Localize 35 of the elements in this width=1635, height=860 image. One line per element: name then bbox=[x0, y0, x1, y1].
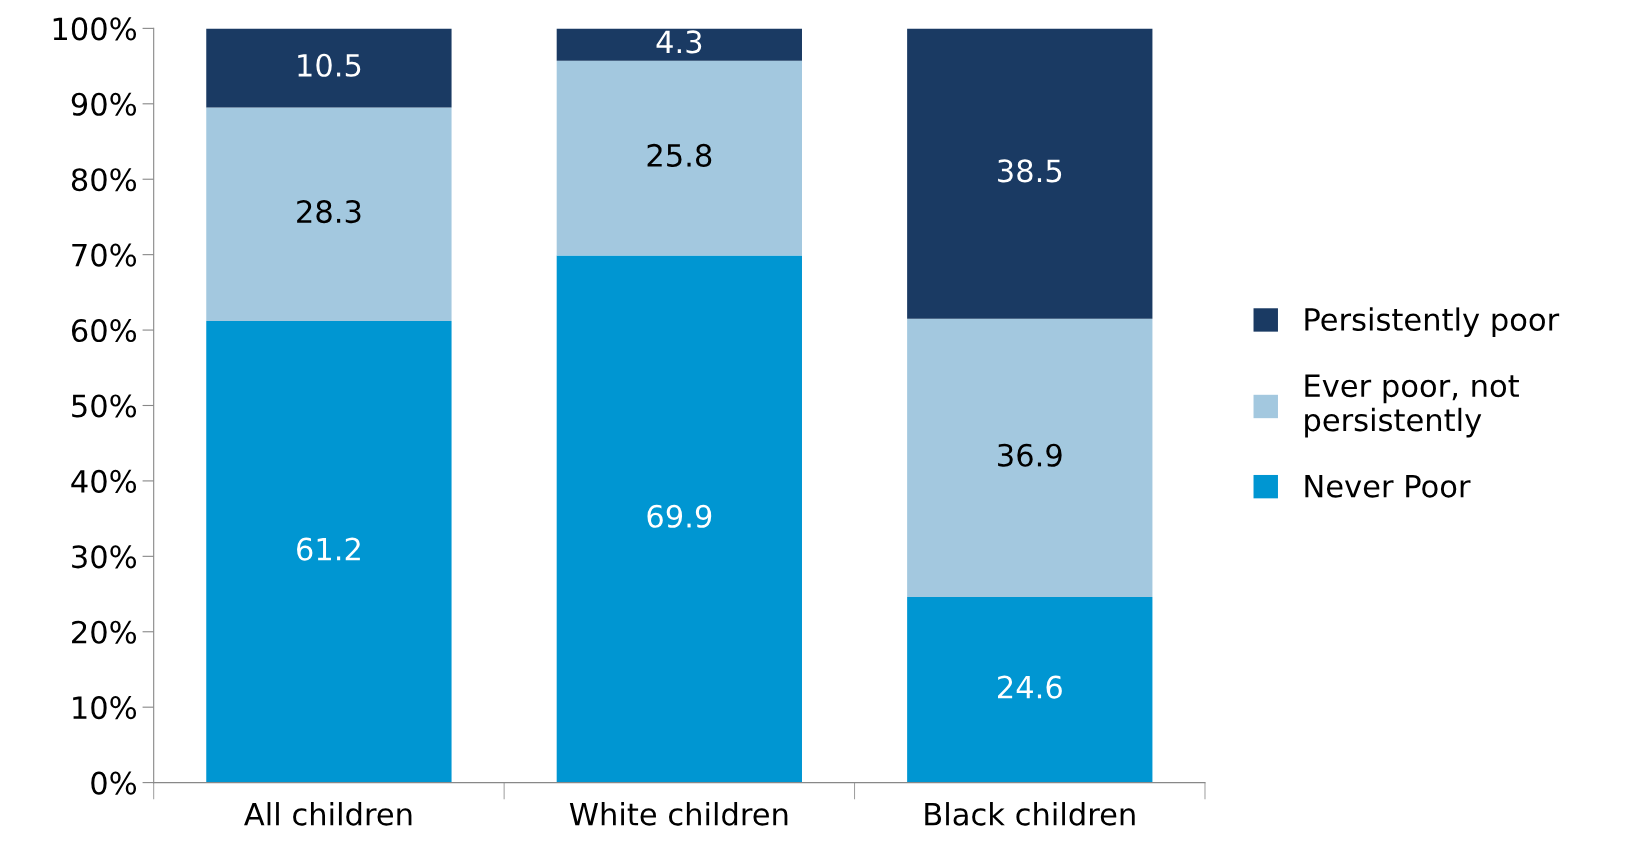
bar bbox=[556, 28, 802, 61]
y-tick-label: 20% bbox=[72, 620, 137, 644]
data-label: 4.3 bbox=[656, 30, 702, 54]
data-label: 28.3 bbox=[297, 200, 361, 224]
bar bbox=[206, 107, 452, 322]
bar bbox=[907, 597, 1153, 783]
bar bbox=[206, 321, 452, 783]
bar bbox=[907, 28, 1153, 319]
legend-label: Ever poor, not persistently bbox=[1305, 374, 1519, 438]
data-label: 69.9 bbox=[647, 504, 712, 528]
bar bbox=[556, 60, 802, 256]
x-tick-label: All children bbox=[244, 802, 412, 826]
bar bbox=[556, 255, 802, 783]
y-tick-label: 40% bbox=[71, 469, 137, 493]
bar bbox=[206, 28, 452, 108]
y-tick-label: 60% bbox=[71, 319, 137, 343]
data-label: 61.2 bbox=[297, 537, 360, 561]
y-tick-label: 10% bbox=[73, 696, 137, 720]
x-tick-label: White children bbox=[569, 802, 788, 826]
y-tick-label: 100% bbox=[53, 17, 137, 41]
data-label: 24.6 bbox=[998, 675, 1062, 699]
data-label: 25.8 bbox=[647, 143, 712, 167]
y-tick-label: 70% bbox=[72, 243, 137, 267]
data-label: 38.5 bbox=[998, 159, 1062, 183]
y-tick-label: 50% bbox=[72, 394, 137, 418]
data-label: 10.5 bbox=[298, 53, 361, 77]
bar bbox=[907, 318, 1153, 598]
y-tick-label: 0% bbox=[91, 771, 137, 795]
y-tick-label: 30% bbox=[72, 545, 137, 569]
x-tick-label: Black children bbox=[925, 802, 1135, 826]
data-label: 36.9 bbox=[998, 443, 1062, 467]
y-tick-label: 90% bbox=[71, 92, 137, 116]
legend-label: Persistently poor bbox=[1305, 307, 1560, 337]
legend-label: Never Poor bbox=[1305, 474, 1471, 498]
y-tick-label: 80% bbox=[71, 168, 137, 192]
